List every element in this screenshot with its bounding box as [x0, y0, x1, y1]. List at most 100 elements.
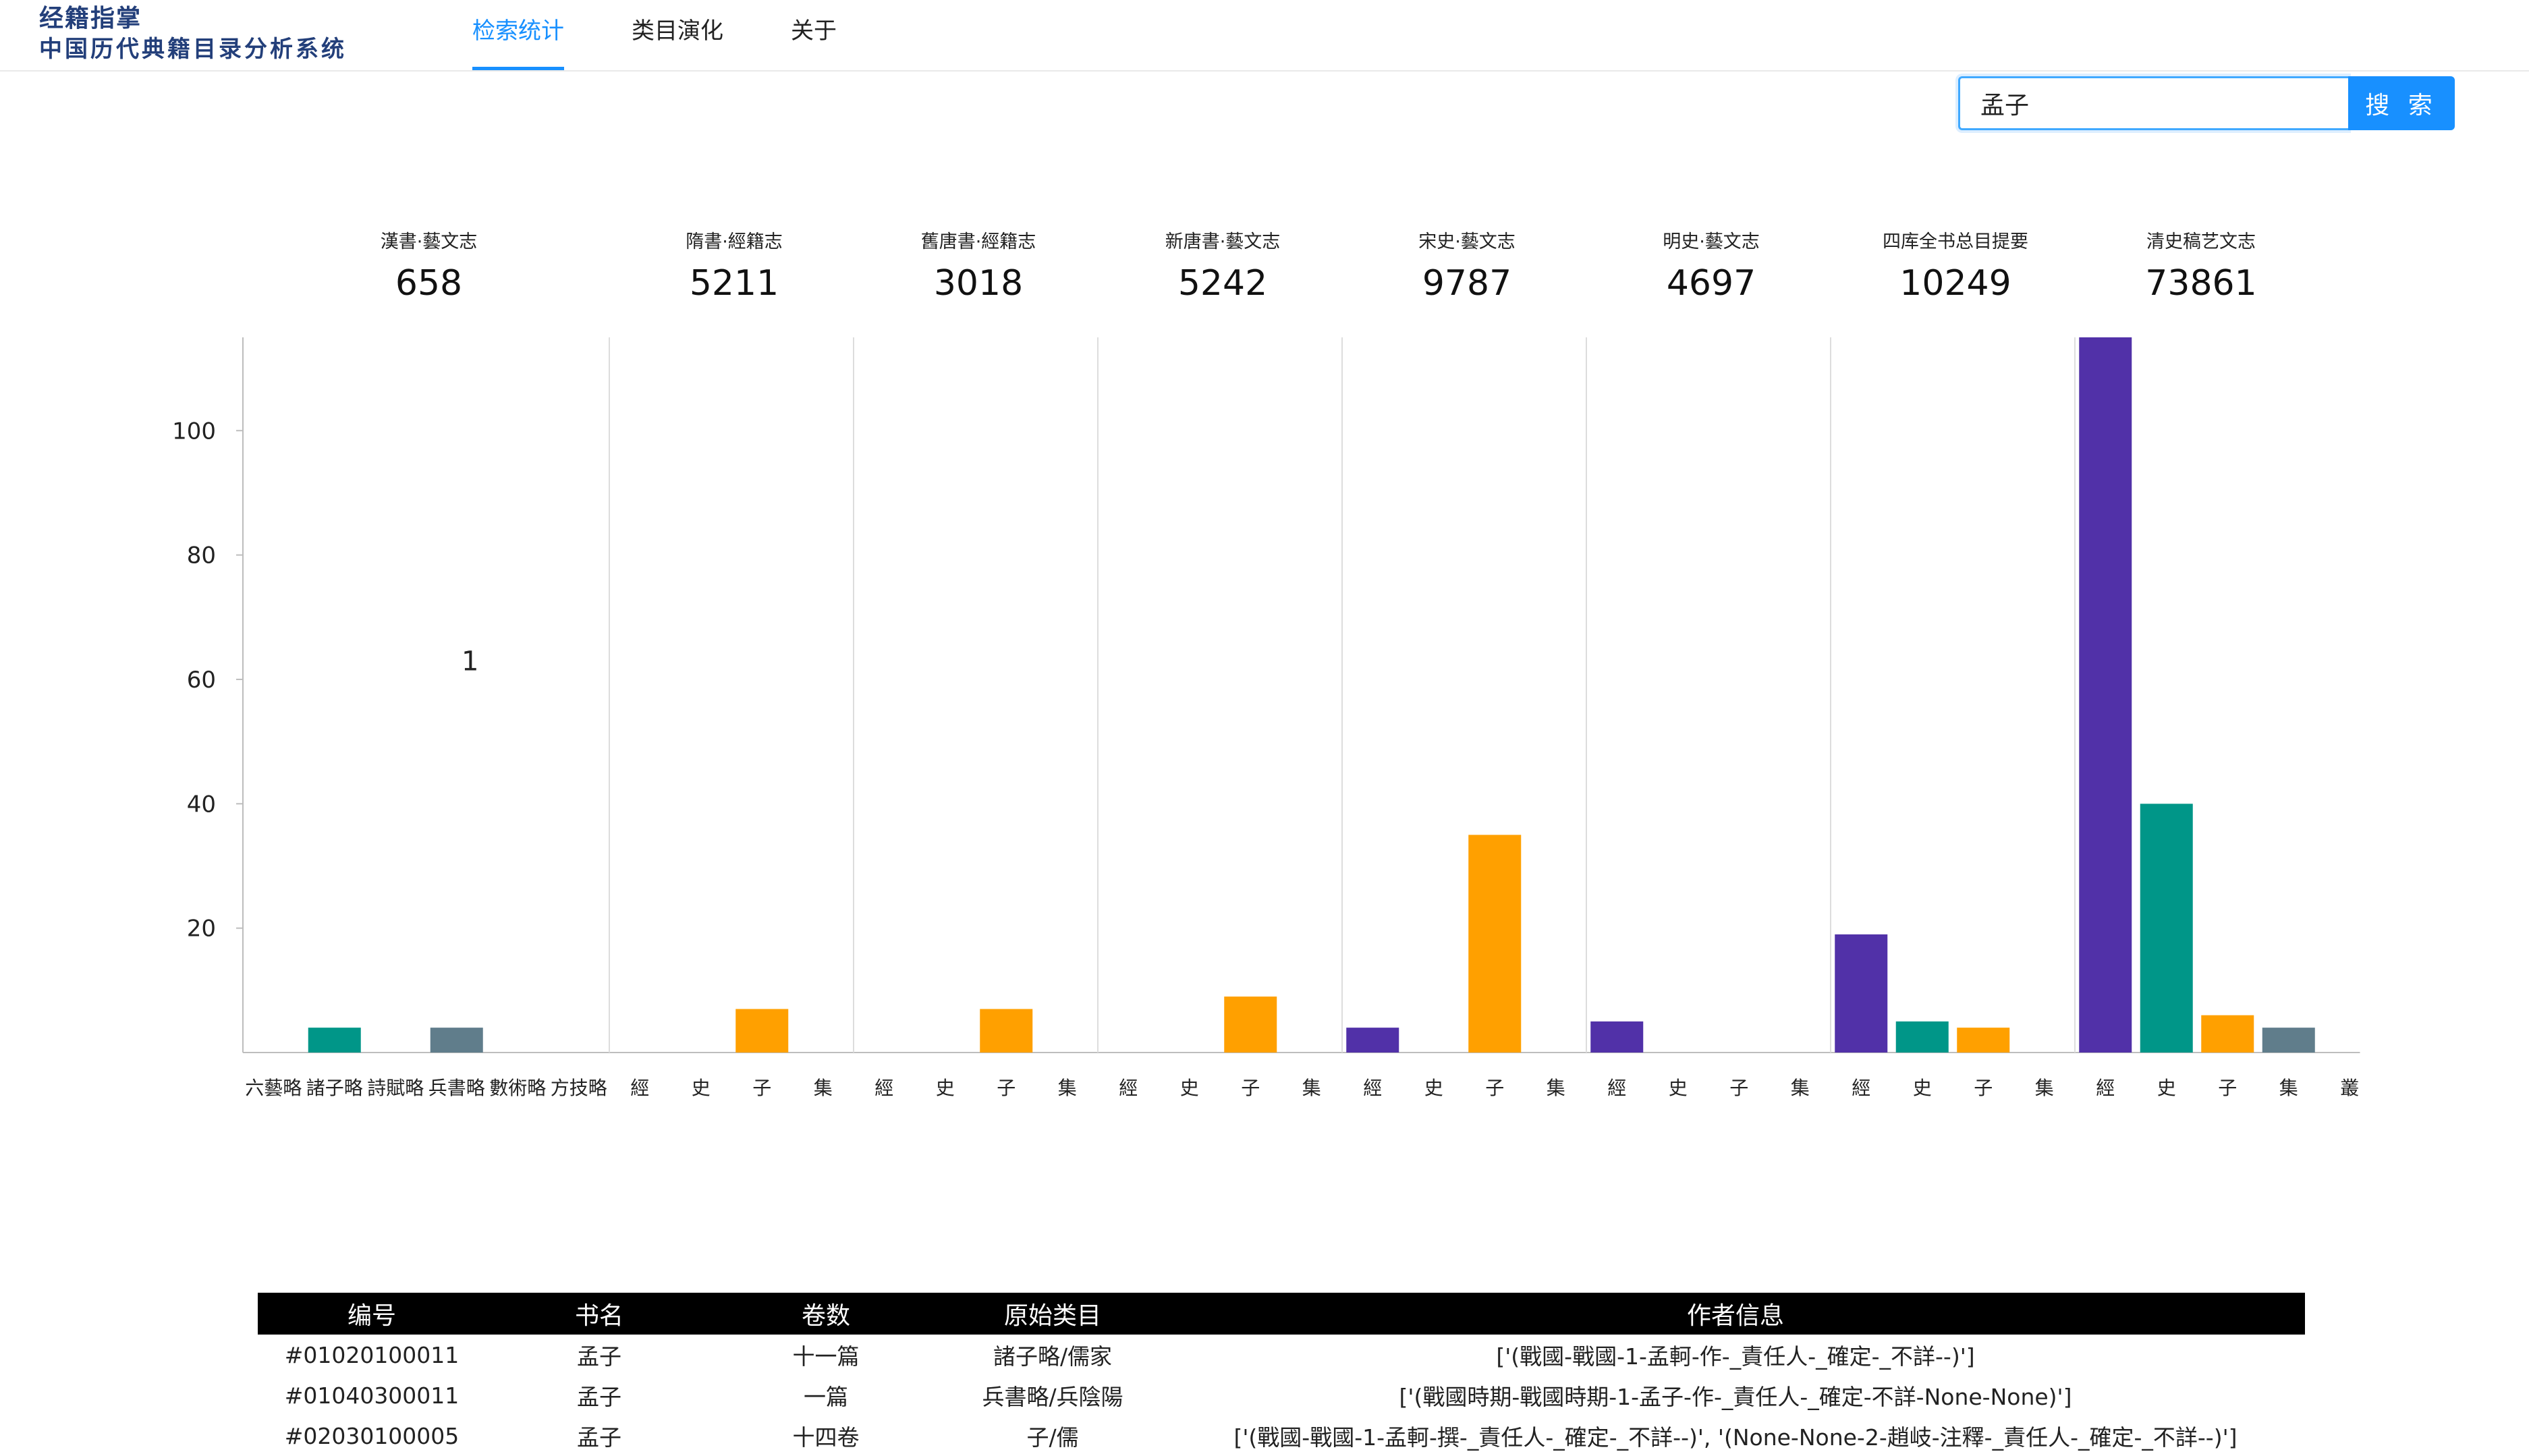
cell-author: ['(戰國-戰國-1-孟軻-作-_責任人-_確定-_不詳--)']	[1496, 1343, 1975, 1370]
cell-author: ['(戰國時期-戰國時期-1-孟子-作-_責任人-_確定-不詳-None-Non…	[1399, 1384, 2072, 1410]
bar-經[interactable]	[1590, 1021, 1644, 1053]
x-tick-label: 集	[2035, 1077, 2054, 1099]
search-button[interactable]: 搜 索	[2348, 76, 2455, 130]
y-tick-label: 60	[187, 667, 216, 694]
bar-經[interactable]	[1346, 1028, 1399, 1053]
book-catalog-total: 658	[395, 263, 463, 304]
x-tick-label: 子	[2218, 1077, 2237, 1099]
x-tick-label: 經	[874, 1077, 893, 1099]
search-box	[1958, 76, 2348, 130]
book-catalog-total: 73861	[2145, 263, 2257, 304]
x-tick-label: 兵書略	[428, 1077, 485, 1099]
cell-id: #01020100011	[284, 1341, 460, 1368]
table-header-row: 编号 书名 卷数 原始类目 作者信息	[258, 1293, 2305, 1335]
x-tick-label: 數術略	[489, 1077, 546, 1099]
x-tick-label: 史	[1669, 1077, 1688, 1099]
cell-category: 子/儒	[1026, 1424, 1079, 1451]
x-tick-label: 經	[2096, 1077, 2115, 1099]
x-tick-label: 集	[1547, 1077, 1565, 1099]
bar-集[interactable]	[2262, 1028, 2315, 1053]
bar-chart-svg: 20 40 60 80 100 六藝略 諸子略 詩賦略 兵書略 數術略 方技略 經 史 子 集 經 史 子 集 經 史 子…	[172, 337, 2360, 1099]
bar-子[interactable]	[2201, 1015, 2254, 1053]
x-tick-label: 子	[997, 1077, 1016, 1099]
top-navbar: 经籍指掌 中国历代典籍目录分析系统 检索统计 类目演化 关于	[0, 0, 2529, 72]
bar-子[interactable]	[1468, 835, 1522, 1053]
statistics-chart: 20 40 60 80 100 六藝略 諸子略 詩賦略 兵書略 數術略 方技略 經 史 子 集 經 史 子 集 經 史 子…	[0, 202, 2529, 1120]
bar-諸子略[interactable]	[308, 1028, 361, 1053]
chart-annotation: 1	[462, 646, 478, 677]
cell-category: 兵書略/兵陰陽	[982, 1384, 1123, 1410]
book-catalog-title: 宋史·藝文志	[1418, 231, 1516, 252]
x-tick-label: 子	[1485, 1077, 1504, 1099]
x-tick-label: 方技略	[551, 1077, 607, 1099]
y-tick-label: 100	[172, 418, 216, 445]
table-row[interactable]: #02030100005 孟子 十四卷 子/儒 ['(戰國-戰國-1-孟軻-撰-…	[258, 1416, 2305, 1456]
book-catalog-total: 10249	[1899, 263, 2011, 304]
x-tick-label: 經	[1852, 1077, 1870, 1099]
logo-title: 经籍指掌	[39, 4, 142, 32]
bar-子[interactable]	[980, 1009, 1033, 1053]
x-tick-label: 經	[1607, 1077, 1626, 1099]
cell-category: 諸子略/儒家	[993, 1343, 1113, 1370]
x-tick-label: 史	[1424, 1077, 1443, 1099]
x-tick-label: 子	[1241, 1077, 1260, 1099]
x-tick-label: 諸子略	[306, 1077, 363, 1099]
table-row[interactable]: #01020100011 孟子 十一篇 諸子略/儒家 ['(戰國-戰國-1-孟軻…	[258, 1335, 2305, 1375]
book-catalog-total: 5211	[689, 263, 779, 304]
search-input[interactable]	[1960, 78, 2348, 128]
x-tick-label: 叢	[2340, 1077, 2359, 1099]
cell-title: 孟子	[577, 1343, 621, 1370]
x-tick-label: 經	[1119, 1077, 1138, 1099]
x-tick-label: 集	[1302, 1077, 1321, 1099]
book-catalog-total: 3018	[933, 263, 1024, 304]
logo-subtitle: 中国历代典籍目录分析系统	[39, 36, 347, 63]
book-catalog-title: 清史稿艺文志	[2146, 231, 2256, 252]
book-catalog-title: 舊唐書·經籍志	[920, 231, 1036, 252]
cell-title: 孟子	[577, 1424, 621, 1451]
book-catalog-title: 漢書·藝文志	[380, 231, 478, 252]
cell-title: 孟子	[577, 1384, 621, 1410]
x-tick-label: 史	[1913, 1077, 1932, 1099]
column-header-category: 原始类目	[939, 1293, 1166, 1335]
cell-id: #01040300011	[284, 1382, 460, 1409]
book-catalog-title: 四库全书总目提要	[1883, 231, 2028, 252]
x-tick-label: 子	[1974, 1077, 1993, 1099]
x-tick-label: 史	[936, 1077, 955, 1099]
bar-兵書略[interactable]	[430, 1028, 483, 1053]
x-tick-label: 集	[814, 1077, 833, 1099]
column-header-volumes: 卷数	[713, 1293, 939, 1335]
y-tick-label: 40	[187, 791, 216, 818]
cell-volumes: 十四卷	[792, 1424, 860, 1451]
x-tick-label: 六藝略	[245, 1077, 302, 1099]
book-catalog-title: 隋書·經籍志	[686, 231, 783, 252]
cell-id: #02030100005	[284, 1422, 460, 1449]
x-tick-label: 子	[1729, 1077, 1748, 1099]
nav-tab-category-evolution[interactable]: 类目演化	[632, 18, 723, 45]
site-logo[interactable]: 经籍指掌 中国历代典籍目录分析系统	[39, 3, 417, 67]
cell-author: ['(戰國-戰國-1-孟軻-撰-_責任人-_確定-_不詳--)', '(None…	[1233, 1424, 2238, 1451]
nav-tab-about[interactable]: 关于	[791, 18, 837, 45]
bar-史[interactable]	[1895, 1021, 1949, 1053]
x-tick-label: 子	[752, 1077, 771, 1099]
table-row[interactable]: #01040300011 孟子 一篇 兵書略/兵陰陽 ['(戰國時期-戰國時期-…	[258, 1375, 2305, 1416]
bar-子[interactable]	[1957, 1028, 2010, 1053]
results-table: 编号 书名 卷数 原始类目 作者信息 #01020100011 孟子 十一篇 諸…	[258, 1293, 2305, 1456]
bar-經[interactable]	[2079, 337, 2132, 1053]
cell-volumes: 一篇	[804, 1384, 848, 1410]
y-tick-label: 80	[187, 542, 216, 569]
bar-經[interactable]	[1835, 934, 1888, 1053]
x-tick-label: 經	[630, 1077, 649, 1099]
x-tick-label: 集	[2279, 1077, 2298, 1099]
bar-史[interactable]	[2140, 804, 2193, 1053]
x-tick-label: 集	[1791, 1077, 1810, 1099]
main-nav: 检索统计 类目演化 关于	[472, 0, 904, 72]
book-catalog-title: 明史·藝文志	[1663, 231, 1760, 252]
column-header-title: 书名	[486, 1293, 713, 1335]
book-catalog-total: 4697	[1666, 263, 1756, 304]
nav-tab-search-stats[interactable]: 检索统计	[472, 0, 564, 72]
book-catalog-total: 5242	[1177, 263, 1268, 304]
x-tick-label: 史	[692, 1077, 711, 1099]
y-tick-label: 20	[187, 916, 216, 943]
bar-子[interactable]	[735, 1009, 789, 1053]
bar-子[interactable]	[1224, 997, 1277, 1053]
